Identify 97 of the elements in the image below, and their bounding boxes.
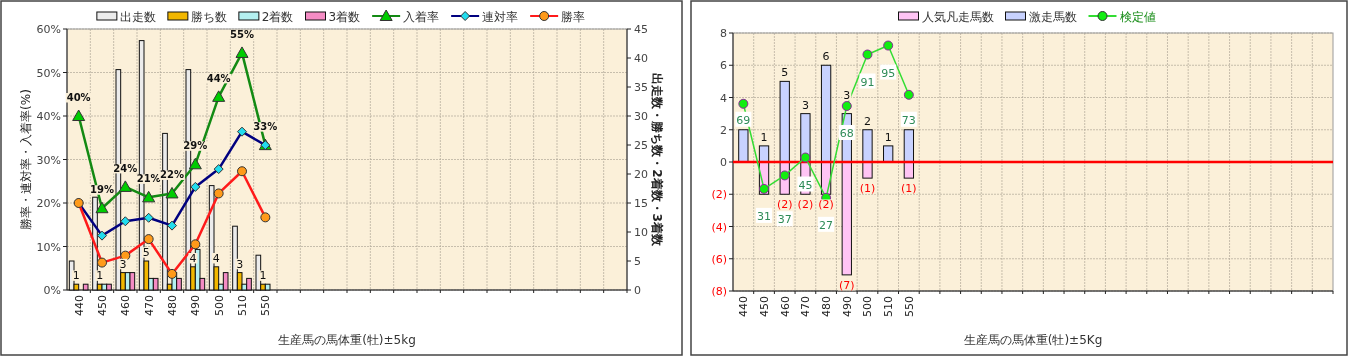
y-tick-label: (8) [711, 285, 727, 298]
x-axis-title: 生産馬の馬体重(牡)±5kg [278, 333, 416, 347]
data-label: 4 [212, 251, 220, 265]
data-label: 21% [136, 173, 161, 185]
y-tick-label: (4) [711, 220, 727, 234]
data-label: 40% [66, 92, 91, 103]
data-label: 2 [863, 114, 871, 128]
data-label: 95 [881, 66, 896, 80]
x-tick-label: 500 [212, 295, 226, 316]
y2-tick-label: 40 [634, 52, 648, 65]
x-tick-label: 450 [758, 296, 772, 317]
data-label: 3 [843, 89, 851, 103]
y-tick-label: 0 [720, 156, 727, 169]
x-tick-label: 460 [119, 295, 133, 316]
data-label: 1 [884, 130, 892, 144]
y-tick-label: 30% [36, 153, 61, 167]
y-tick-label: 60% [36, 23, 61, 36]
x-tick-label: 480 [166, 295, 179, 316]
data-label: (2) [776, 198, 793, 212]
y-tick-label: 2 [720, 123, 727, 137]
x-tick-label: 490 [840, 296, 854, 317]
x-tick-label: 460 [778, 296, 792, 317]
x-tick-label: 550 [259, 295, 273, 316]
data-label: 3 [119, 257, 127, 271]
data-label: (7) [839, 278, 855, 292]
y-tick-label: 40% [36, 110, 61, 123]
x-axis-title: 生産馬の馬体重(牡)±5Kg [963, 333, 1103, 347]
y2-tick-label: 20 [634, 168, 648, 181]
data-label: 44% [206, 72, 231, 84]
y2-tick-label: 0 [634, 284, 641, 297]
data-label: 45 [798, 178, 813, 192]
data-label: 1 [96, 269, 104, 283]
data-label: 31 [757, 209, 772, 223]
data-label: 73 [901, 113, 916, 127]
data-label: 5 [142, 246, 150, 259]
data-label: (2) [818, 198, 834, 212]
y-tick-label: 0% [43, 284, 61, 297]
data-label: 68 [839, 127, 854, 141]
data-label: 19% [90, 184, 114, 196]
y2-tick-label: 25 [634, 139, 648, 152]
x-tick-label: 490 [189, 295, 203, 316]
y-tick-label: 10% [36, 240, 61, 254]
y2-tick-label: 15 [634, 197, 648, 210]
legend-label: 入着率 [403, 10, 440, 24]
x-tick-label: 470 [142, 295, 156, 316]
data-label: (1) [901, 182, 917, 196]
data-label: 27 [819, 218, 834, 232]
data-label: 33% [253, 121, 278, 133]
x-tick-label: 510 [236, 295, 249, 316]
data-label: 4 [189, 251, 197, 265]
data-label: (2) [797, 198, 814, 212]
legend-label: 勝率 [561, 10, 586, 24]
data-label: 3 [801, 98, 809, 112]
data-label: 55% [230, 28, 254, 40]
y-tick-label: (2) [711, 188, 727, 202]
y2-tick-label: 30 [634, 110, 648, 123]
data-label: 91 [860, 75, 875, 89]
y-tick-label: 20% [36, 197, 61, 210]
legend-label: 出走数 [119, 10, 156, 24]
data-label: 5 [781, 66, 789, 80]
data-label: (1) [859, 182, 876, 196]
legend-label: 検定値 [1119, 10, 1156, 24]
legend-label: 連対率 [482, 10, 519, 24]
data-label: 1 [760, 130, 768, 144]
y-tick-label: 4 [720, 91, 727, 105]
y2-tick-label: 35 [634, 81, 648, 94]
y-axis-title: 勝率・連対率・入着率(%) [19, 89, 33, 230]
y-tick-label: (6) [711, 252, 727, 266]
x-tick-label: 440 [737, 296, 751, 317]
legend-label: 激走馬数 [1028, 10, 1077, 24]
x-tick-label: 500 [861, 296, 875, 317]
y-tick-label: 8 [720, 27, 727, 40]
y2-tick-label: 10 [634, 226, 648, 239]
legend-label: 人気凡走馬数 [921, 10, 994, 24]
x-tick-label: 470 [799, 296, 813, 317]
y-tick-label: 6 [720, 59, 727, 73]
data-label: 22% [160, 169, 184, 181]
data-label: 69 [736, 113, 751, 127]
data-label: 24% [113, 162, 138, 174]
legend-label: 2着数 [261, 10, 294, 24]
data-label: 6 [822, 50, 830, 64]
data-label: 1 [259, 269, 267, 283]
x-tick-label: 440 [72, 295, 86, 316]
y2-tick-label: 45 [634, 23, 648, 36]
y-tick-label: 50% [36, 66, 61, 80]
y2-tick-label: 5 [634, 255, 641, 268]
y2-axis-title: 出走数・勝ち数・2着数・3着数 [650, 73, 664, 247]
data-label: 3 [236, 257, 244, 271]
data-label: 37 [777, 213, 792, 227]
x-tick-label: 550 [902, 296, 916, 317]
x-tick-label: 480 [820, 296, 834, 317]
x-tick-label: 450 [96, 295, 109, 316]
legend-label: 勝ち数 [190, 10, 227, 24]
data-label: 29% [183, 140, 208, 152]
x-tick-label: 510 [882, 296, 896, 317]
data-label: 1 [72, 269, 80, 283]
legend-label: 3着数 [328, 10, 361, 24]
